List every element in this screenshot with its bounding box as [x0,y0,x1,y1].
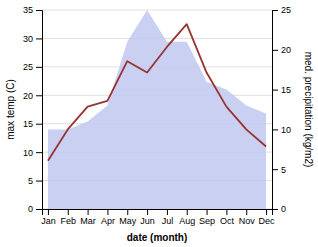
tick-mark [36,152,42,153]
precip-area [48,10,266,209]
tick: 5 [28,176,42,186]
tick-label: Apr [101,216,115,226]
tick: Dec [259,209,276,226]
tick-label: Sep [199,216,215,226]
tick-label: Aug [179,216,195,226]
tick: 25 [23,62,42,72]
tick-label: 10 [23,148,33,158]
chart: Jan FebMar Apr MayJun Jul Aug Sep Oct NovDec 0 5 10… [0,0,318,247]
tick: 25 [272,5,291,15]
y2-axis-title: med. precipitation (kg/m2) [303,52,314,168]
tick-mark [36,209,42,210]
tick-mark [36,38,42,39]
x-axis-title: date (month) [127,232,188,243]
temp-line [48,24,266,160]
tick-label: 25 [23,62,33,72]
tick-label: 0 [281,204,286,214]
tick: 10 [272,125,291,135]
tick-mark [36,124,42,125]
tick-label: Feb [61,216,77,226]
tick-mark [246,209,247,215]
tick: 20 [23,91,42,101]
tick-label: Jul [162,216,174,226]
y-axis: 0 5 10 15 20 25 30 35 [23,5,43,214]
tick: 30 [23,34,42,44]
tick-mark [48,209,49,215]
tick-label: Oct [220,216,235,226]
tick: Aug [179,209,195,226]
tick: 35 [23,5,42,15]
tick-mark [36,181,42,182]
tick-mark [88,209,89,215]
plot-area [48,10,266,209]
tick-label: May [119,216,137,226]
tick-label: Jun [140,216,155,226]
tick-label: 15 [23,119,33,129]
tick: Jan [41,209,56,226]
tick-label: 20 [281,45,291,55]
axis-line [43,210,273,216]
tick-label: Jan [41,216,56,226]
tick: 0 [272,204,286,214]
tick: Oct [220,209,235,226]
tick-label: 15 [281,85,291,95]
axis-line [273,11,279,210]
tick-mark [36,95,42,96]
tick: 20 [272,45,291,55]
tick: Sep [199,209,215,226]
tick-label: Mar [80,216,96,226]
tick-mark [272,10,278,11]
tick-label: 5 [281,165,286,175]
tick: May [119,209,137,226]
tick-label: 35 [23,5,33,15]
tick-mark [207,209,208,215]
tick-mark [36,10,42,11]
tick-mark [272,90,278,91]
tick: 15 [23,119,42,129]
tick-label: 30 [23,34,33,44]
tick-mark [272,169,278,170]
tick-mark [226,209,227,215]
tick: Jun [140,209,155,226]
tick-mark [266,209,267,215]
tick: 0 [28,204,42,214]
tick: Feb [61,209,77,226]
y2-axis: 0 5 10 15 20 25 [272,5,291,214]
tick-mark [187,209,188,215]
tick-label: 0 [28,204,33,214]
tick-label: Dec [259,216,276,226]
grid-line [42,10,272,11]
tick-label: 20 [23,91,33,101]
tick: Mar [80,209,96,226]
axis-line [36,11,43,210]
tick-mark [147,209,148,215]
tick-mark [36,67,42,68]
tick: 15 [272,85,291,95]
tick: Apr [101,209,115,226]
tick: Nov [239,209,256,226]
grid [42,10,272,209]
tick-mark [127,209,128,215]
tick-label: Nov [239,216,256,226]
tick-mark [272,129,278,130]
y-axis-title: max temp (C) [5,79,16,140]
tick-mark [167,209,168,215]
x-axis: Jan FebMar Apr MayJun Jul Aug Sep Oct NovDec [41,209,275,226]
tick: 5 [272,165,286,175]
tick-mark [272,209,278,210]
tick-mark [107,209,108,215]
tick-label: 25 [281,5,291,15]
tick-label: 5 [28,176,33,186]
tick: Jul [162,209,174,226]
tick-mark [272,50,278,51]
tick-label: 10 [281,125,291,135]
tick: 10 [23,148,42,158]
tick-mark [68,209,69,215]
